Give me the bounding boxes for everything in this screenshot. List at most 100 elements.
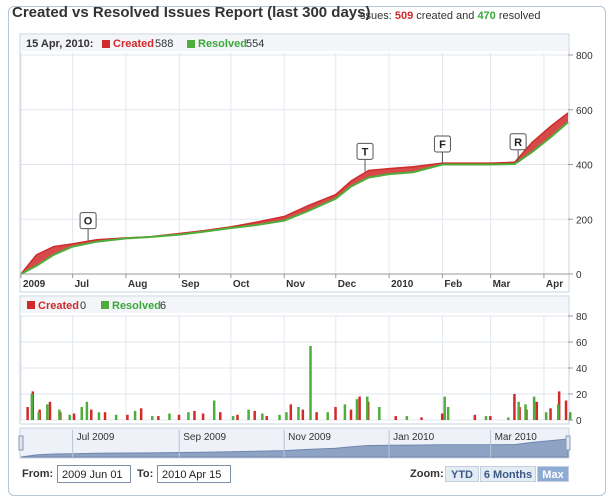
resolved-bar — [507, 417, 510, 420]
main-x-tick-label: 2010 — [391, 279, 414, 290]
resolved-bar — [278, 415, 281, 420]
created-bar — [49, 402, 52, 420]
main-x-tick-label: Oct — [233, 279, 250, 290]
bar-y-axis: 0 20 40 60 80 — [568, 312, 588, 427]
to-date-input[interactable]: 2010 Apr 15 — [157, 465, 231, 483]
resolved-bar — [68, 415, 71, 420]
created-bar — [90, 410, 93, 420]
bottom-legend-created-label: Created — [38, 300, 79, 312]
top-legend-resolved-label: Resolved — [198, 38, 247, 50]
main-x-tick-label: Dec — [338, 279, 357, 290]
resolved-bar — [37, 412, 40, 420]
bar-chart-frame — [20, 296, 569, 424]
bar-y-tick-label: 0 — [576, 416, 582, 427]
resolved-bar — [285, 412, 288, 420]
created-bar — [334, 407, 337, 420]
navigator-handle-right[interactable] — [566, 436, 570, 450]
top-legend-created-label: Created — [113, 38, 154, 50]
flag-label: O — [84, 216, 93, 228]
main-x-tick-label: Nov — [286, 279, 305, 290]
navigator-tick-label: Mar 2010 — [495, 432, 538, 443]
created-bar — [202, 414, 205, 421]
flag-label: F — [439, 139, 446, 151]
resolved-bar — [378, 407, 381, 420]
zoom-label: Zoom: — [410, 468, 444, 480]
resolved-bar — [485, 416, 488, 420]
resolved-legend-swatch — [187, 40, 195, 48]
created-bar — [302, 410, 305, 420]
created-bar — [420, 417, 423, 420]
created-bar — [104, 412, 107, 420]
resolved-bar — [344, 404, 347, 420]
resolved-bar — [533, 397, 536, 420]
resolved-bar — [168, 414, 171, 421]
to-label: To: — [137, 468, 153, 480]
main-x-tick-label: Aug — [128, 279, 147, 290]
navigator-tick-label: Jul 2009 — [77, 432, 115, 443]
bottom-resolved-swatch — [101, 301, 109, 309]
flag-label: T — [362, 146, 369, 158]
resolved-bar — [187, 412, 190, 420]
created-bar — [358, 397, 361, 420]
resolved-bar — [247, 410, 250, 420]
resolved-bar — [326, 412, 329, 420]
created-bar — [549, 408, 552, 420]
bottom-created-swatch — [27, 301, 35, 309]
navigator-handle-left[interactable] — [19, 436, 23, 450]
bottom-legend-resolved-value: 6 — [160, 300, 166, 312]
navigator-tick-label: Jan 2010 — [393, 432, 435, 443]
bar-y-tick-label: 40 — [576, 364, 588, 375]
resolved-bar — [517, 402, 520, 420]
created-bar — [441, 414, 444, 421]
created-bar — [350, 410, 353, 420]
resolved-bar — [443, 397, 446, 420]
bottom-legend-created-value: 0 — [80, 300, 86, 312]
zoom-6-months-button[interactable]: 6 Months — [480, 466, 536, 482]
zoom-ytd-button[interactable]: YTD — [445, 466, 479, 482]
resolved-bar — [366, 397, 369, 420]
resolved-bar — [297, 407, 300, 420]
main-x-tick-label: Sep — [181, 279, 199, 290]
main-y-tick-label: 0 — [576, 270, 582, 281]
created-bar — [265, 416, 268, 420]
from-date-input[interactable]: 2009 Jun 01 — [57, 465, 131, 483]
created-bar — [394, 416, 397, 420]
created-bar — [126, 415, 129, 420]
resolved-bar — [80, 407, 83, 420]
top-legend-date: 15 Apr, 2010: — [26, 38, 93, 50]
main-x-tick-label: Mar — [493, 279, 511, 290]
created-bar — [26, 407, 29, 420]
created-bar — [290, 404, 293, 420]
bar-y-tick-label: 60 — [576, 338, 588, 349]
main-x-tick-label: Feb — [444, 279, 462, 290]
resolved-bar — [261, 414, 264, 421]
resolved-bar — [98, 412, 101, 420]
flag-label: R — [514, 137, 522, 149]
main-y-tick-label: 400 — [576, 161, 593, 172]
main-y-tick-label: 200 — [576, 215, 593, 226]
resolved-bar — [31, 394, 34, 420]
created-bar — [565, 401, 568, 421]
zoom-max-button[interactable]: Max — [537, 466, 569, 482]
created-bar — [489, 416, 492, 420]
resolved-bar — [447, 407, 450, 420]
created-legend-swatch — [102, 40, 110, 48]
top-legend-created-value: 588 — [155, 38, 173, 50]
main-y-tick-label: 600 — [576, 106, 593, 117]
resolved-bar — [356, 399, 359, 420]
resolved-bar — [46, 404, 49, 420]
main-y-tick-label: 800 — [576, 51, 593, 62]
resolved-bar — [557, 404, 560, 420]
created-bar — [73, 414, 76, 421]
resolved-bar — [309, 346, 312, 420]
bottom-legend-resolved-label: Resolved — [112, 300, 161, 312]
created-bar — [474, 415, 477, 420]
resolved-bar — [232, 416, 235, 420]
resolved-bar — [134, 411, 137, 420]
bar-y-tick-label: 20 — [576, 390, 588, 401]
resolved-bar — [569, 412, 572, 420]
main-y-axis: 0 200 400 600 800 — [568, 51, 593, 281]
resolved-bar — [213, 401, 216, 421]
created-bar — [513, 394, 516, 420]
